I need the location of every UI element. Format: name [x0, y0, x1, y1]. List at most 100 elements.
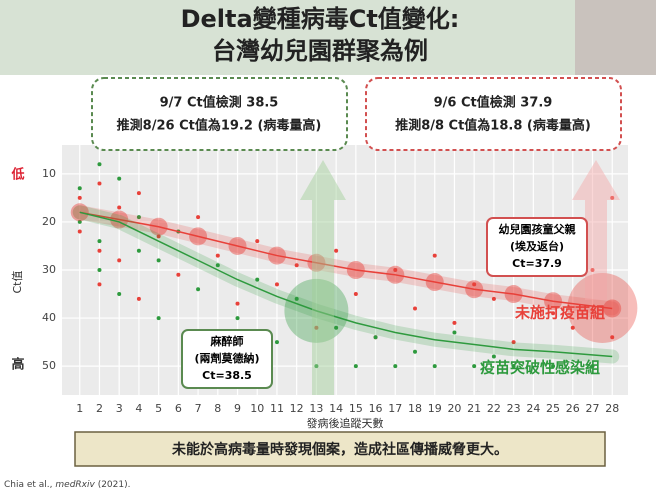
data-point — [97, 282, 102, 287]
data-point — [551, 311, 556, 316]
data-point — [590, 268, 595, 272]
data-point — [432, 364, 437, 369]
x-tick-label: 22 — [487, 402, 501, 415]
data-point — [570, 325, 575, 330]
data-point — [136, 248, 141, 253]
data-point — [77, 219, 82, 224]
case-text: Ct=38.5 — [202, 369, 252, 382]
data-point — [235, 301, 240, 306]
data-point — [176, 272, 181, 277]
x-tick-label: 9 — [234, 402, 241, 415]
trend-marker — [149, 217, 168, 236]
x-tick-label: 5 — [155, 402, 162, 415]
x-tick-label: 1 — [76, 402, 83, 415]
x-tick-label: 8 — [214, 402, 221, 415]
trend-marker — [189, 227, 208, 246]
trend-marker — [544, 292, 563, 311]
case-text: 麻醉師 — [210, 334, 244, 348]
data-point — [610, 335, 615, 340]
x-tick-label: 18 — [408, 402, 422, 415]
trend-marker — [425, 273, 444, 292]
trend-marker — [504, 285, 523, 304]
y-tick-label: 50 — [42, 359, 56, 372]
header-band — [0, 0, 656, 75]
x-tick-label: 27 — [586, 402, 600, 415]
trend-marker — [465, 280, 484, 299]
data-point — [97, 162, 102, 167]
case-text: Ct=37.9 — [512, 257, 562, 270]
x-tick-label: 2 — [96, 402, 103, 415]
x-tick-label: 26 — [566, 402, 580, 415]
arrow-green — [300, 160, 346, 395]
data-point — [136, 215, 141, 220]
data-point — [413, 349, 418, 354]
data-point — [117, 292, 122, 297]
data-point — [196, 287, 201, 292]
data-point — [77, 195, 82, 200]
x-tick-label: 6 — [175, 402, 182, 415]
y-tick-label: 10 — [42, 167, 56, 180]
citation-year: (2021). — [95, 480, 131, 490]
x-tick-label: 19 — [428, 402, 442, 415]
callout-right — [365, 77, 622, 151]
data-point — [511, 364, 516, 369]
data-point — [472, 364, 477, 369]
highlight-circle — [567, 272, 638, 343]
data-point — [511, 340, 516, 345]
x-axis-label: 發病後追蹤天數 — [307, 416, 384, 430]
data-point — [491, 354, 496, 359]
data-point — [235, 316, 240, 321]
x-tick-label: 7 — [195, 402, 202, 415]
data-point — [97, 268, 102, 272]
data-point — [117, 258, 122, 263]
case-text: (埃及返台) — [510, 239, 564, 253]
title: Delta變種病毒Ct值變化: — [181, 5, 460, 33]
trend-marker — [386, 265, 405, 284]
arrow-red — [572, 160, 620, 300]
data-point — [156, 258, 161, 263]
data-point — [551, 364, 556, 369]
y-tick-label: 30 — [42, 263, 56, 276]
data-point — [97, 239, 102, 244]
trend-marker — [267, 246, 286, 265]
trend-line — [79, 211, 613, 310]
callout-left — [91, 77, 348, 151]
x-tick-label: 15 — [349, 402, 363, 415]
data-point — [610, 195, 615, 200]
data-point — [196, 215, 201, 220]
x-tick-label: 23 — [507, 402, 521, 415]
case-box-green — [181, 329, 273, 389]
data-point — [432, 253, 437, 258]
data-point — [373, 335, 378, 340]
data-point — [472, 282, 477, 287]
x-tick-label: 14 — [329, 402, 343, 415]
x-tick-label: 17 — [388, 402, 402, 415]
data-point — [413, 306, 418, 311]
data-point — [156, 316, 161, 321]
highlight-circle — [284, 278, 349, 343]
y-tick-label: 40 — [42, 311, 56, 324]
data-point — [334, 248, 339, 253]
callout-text: 推測8/26 Ct值為19.2 (病毒量高) — [117, 118, 322, 134]
trend-line — [79, 211, 613, 358]
x-tick-label: 21 — [467, 402, 481, 415]
case-text: 幼兒園孩童父親 — [499, 222, 576, 236]
data-point — [97, 248, 102, 253]
footer-text: 未能於高病毒量時發現個案，造成社區傳播威脅更大。 — [172, 441, 508, 458]
trend-marker — [228, 236, 247, 255]
series-label: 疫苗突破性感染組 — [480, 359, 600, 377]
data-point — [314, 364, 319, 369]
y-high-label: 高 — [11, 357, 24, 373]
data-point — [156, 234, 161, 239]
data-point — [294, 296, 299, 301]
data-point — [274, 340, 279, 345]
data-point — [136, 191, 141, 196]
x-tick-label: 11 — [270, 402, 284, 415]
data-point — [215, 253, 220, 258]
data-point — [274, 282, 279, 287]
callout-text: 9/6 Ct值檢測 37.9 — [434, 95, 553, 111]
y-low-label: 低 — [10, 167, 24, 183]
video-thumbnail — [575, 0, 656, 75]
data-point — [255, 277, 260, 282]
